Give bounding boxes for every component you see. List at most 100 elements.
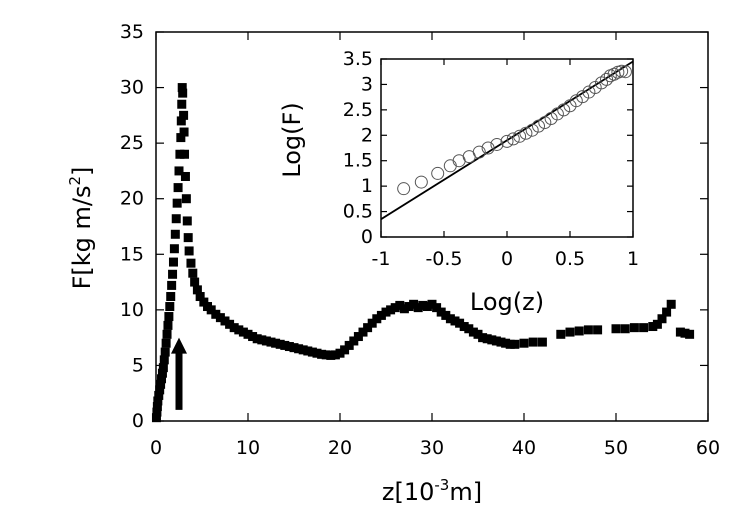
main-data-point <box>171 214 181 224</box>
main-data-point <box>186 258 196 268</box>
main-data-point <box>386 305 396 315</box>
main-data-point <box>473 329 483 339</box>
main-data-point <box>519 338 529 348</box>
main-data-point <box>234 325 244 335</box>
inset-data-point <box>506 132 520 146</box>
main-data-series <box>151 83 695 423</box>
inset-x-tick-label: 0.5 <box>555 248 585 270</box>
main-data-point <box>662 307 672 317</box>
main-data-point <box>164 312 174 322</box>
main-data-point <box>188 268 198 278</box>
main-data-point <box>177 83 187 93</box>
inset-data-point <box>532 119 545 133</box>
inset-data-point <box>550 107 564 121</box>
inset-y-axis: 0 0.5 1 1.5 2 2.5 3 3.5 <box>343 48 633 248</box>
main-data-point <box>152 407 162 417</box>
main-data-point <box>229 323 239 333</box>
inset-data-point <box>615 64 629 78</box>
main-data-point <box>215 313 225 323</box>
main-data-point <box>180 171 190 181</box>
inset-x-axis-label: Log(z) <box>470 288 544 316</box>
main-data-point <box>363 323 373 333</box>
main-data-point <box>478 333 488 343</box>
main-data-point <box>455 318 465 328</box>
inset-data-point <box>414 175 428 189</box>
main-data-point <box>168 269 178 279</box>
main-data-point <box>261 336 271 346</box>
main-data-point <box>482 334 492 344</box>
main-x-tick-label: 0 <box>150 437 162 459</box>
main-y-tick-label: 25 <box>120 132 144 154</box>
main-data-point <box>395 300 405 310</box>
main-y-tick-label: 20 <box>120 188 144 210</box>
main-data-point <box>340 345 350 355</box>
inset-y-axis-label: Log(F) <box>278 102 306 177</box>
main-data-point <box>167 280 177 290</box>
inset-y-tick-label: 1.5 <box>343 150 373 172</box>
main-x-tick-label: 30 <box>420 437 444 459</box>
main-data-point <box>159 355 169 365</box>
main-x-tick-label: 40 <box>512 437 536 459</box>
main-y-tick-label: 5 <box>132 354 144 376</box>
main-data-point <box>181 194 191 204</box>
main-x-axis-label: z[10-3m] <box>382 476 482 506</box>
main-data-point <box>220 316 230 326</box>
main-data-point <box>390 303 400 313</box>
main-data-point <box>173 183 183 193</box>
main-data-point <box>574 326 584 336</box>
main-data-point <box>179 110 189 120</box>
main-data-point <box>652 319 662 329</box>
main-data-point <box>349 336 359 346</box>
main-data-point <box>372 314 382 324</box>
main-data-point <box>170 229 180 239</box>
main-data-point <box>639 323 649 333</box>
main-data-point <box>685 329 695 339</box>
main-data-point <box>284 342 294 352</box>
main-data-point <box>190 277 200 287</box>
main-x-axis: 0 10 20 30 40 50 60 <box>150 32 720 459</box>
main-data-point <box>427 299 437 309</box>
main-data-point <box>487 335 497 345</box>
main-data-point <box>496 337 506 347</box>
main-data-point <box>583 325 593 335</box>
main-y-tick-label: 10 <box>120 299 144 321</box>
main-data-point <box>537 337 547 347</box>
main-data-point <box>206 305 216 315</box>
main-data-point <box>510 339 520 349</box>
inset-data-point <box>500 134 514 148</box>
main-x-tick-label: 50 <box>604 437 628 459</box>
inset-x-tick-label: 0 <box>501 248 513 270</box>
main-data-point <box>172 198 182 208</box>
main-data-point <box>177 99 187 109</box>
inset-data-point <box>397 182 411 196</box>
main-data-point <box>184 246 194 256</box>
main-data-point <box>294 344 304 354</box>
main-data-point <box>464 324 474 334</box>
main-data-point <box>491 336 501 346</box>
main-data-point <box>158 363 168 373</box>
inset-data-point <box>525 123 539 137</box>
main-data-point <box>648 322 658 332</box>
main-data-point <box>252 334 262 344</box>
main-data-point <box>317 349 327 359</box>
main-data-point <box>307 347 317 357</box>
main-data-point <box>505 339 515 349</box>
inset-y-tick-label: 2 <box>361 124 373 146</box>
inset-data-point <box>431 166 445 180</box>
main-data-point <box>326 350 336 360</box>
main-data-point <box>445 314 455 324</box>
inset-data-point <box>472 145 486 159</box>
main-data-point <box>153 396 163 406</box>
main-y-tick-label: 15 <box>120 243 144 265</box>
main-data-point <box>459 322 469 332</box>
main-data-point <box>174 166 184 176</box>
main-data-point <box>162 329 172 339</box>
main-data-point <box>657 314 667 324</box>
main-data-point <box>312 348 322 358</box>
inset-y-tick-label: 3 <box>361 73 373 95</box>
main-data-point <box>404 302 414 312</box>
inset-data-point <box>481 141 495 155</box>
main-data-point <box>156 379 166 389</box>
main-data-point <box>154 390 164 400</box>
arrow-head <box>171 337 187 354</box>
